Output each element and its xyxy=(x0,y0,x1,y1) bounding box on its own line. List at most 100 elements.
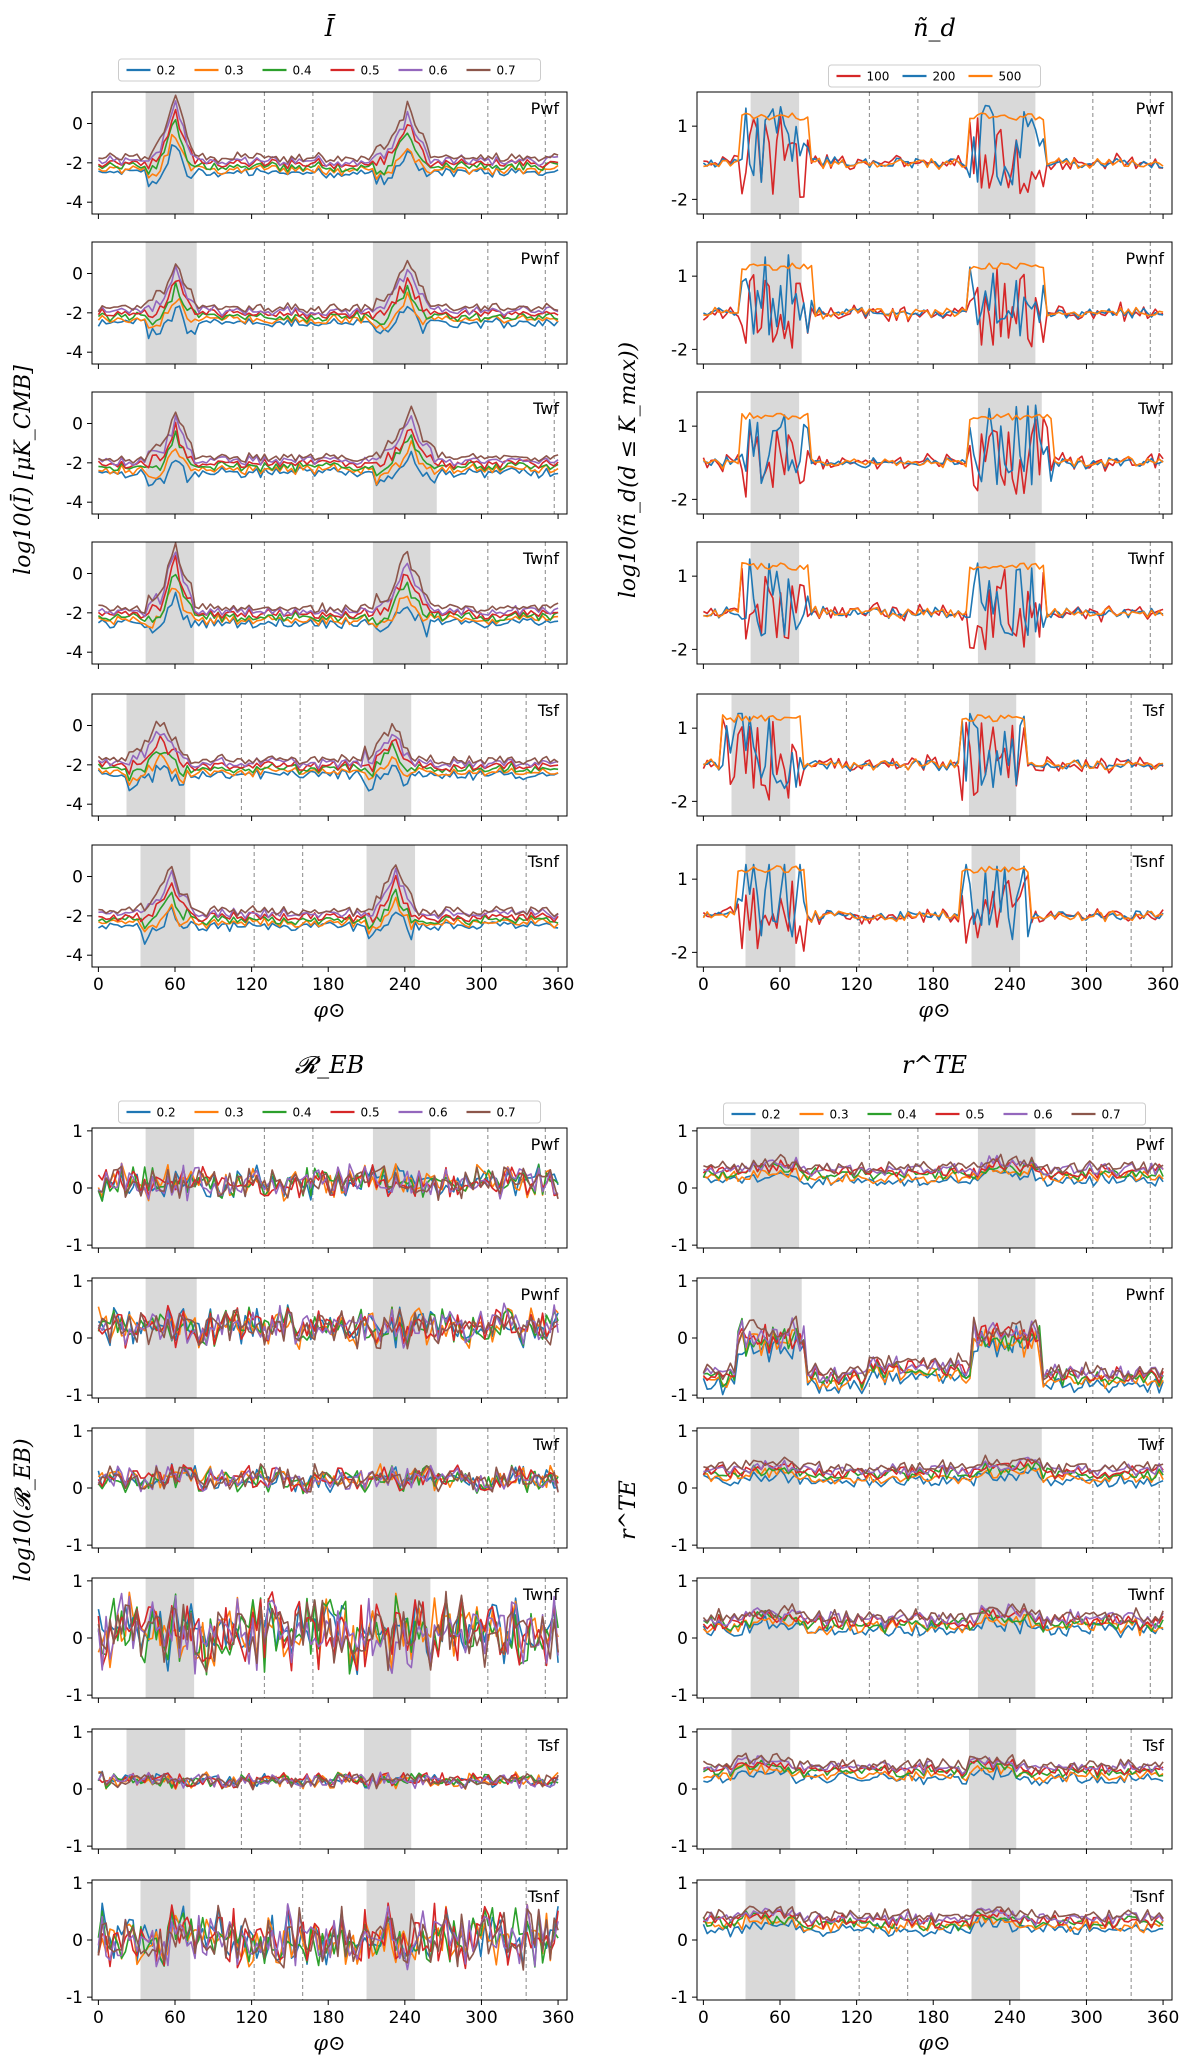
series-line xyxy=(97,265,559,317)
legend-label: 0.6 xyxy=(1034,1108,1053,1122)
panel-name: Pwf xyxy=(1136,1135,1165,1154)
legend-label: 200 xyxy=(933,70,956,84)
legend-label: 0.5 xyxy=(966,1108,985,1122)
y-tick-label: 1 xyxy=(677,719,688,739)
y-tick-label: 1 xyxy=(72,1874,83,1894)
panel-tsnf: -2 1 0 60 120 180 240 300 360 Tsnf φ⊙ xyxy=(671,844,1179,1022)
y-tick-label: -4 xyxy=(66,946,83,966)
series-line xyxy=(702,1752,1164,1773)
panel-name: Pwf xyxy=(531,1135,560,1154)
series-line xyxy=(98,144,559,188)
series-line xyxy=(97,421,559,470)
y-tick-label: 0 xyxy=(72,1931,83,1951)
x-tick-label: 60 xyxy=(164,2008,186,2028)
panel-frame xyxy=(696,693,1173,817)
y-tick-label: -2 xyxy=(66,454,83,474)
y-tick-label: -2 xyxy=(66,756,83,776)
panel-frame xyxy=(91,391,568,515)
panel-pwnf: -2 1 Pwnf xyxy=(671,241,1173,369)
panel-pwnf: -1 0 1 Pwnf xyxy=(66,1272,568,1406)
y-tick-label: 0 xyxy=(677,1179,688,1199)
legend-label: 0.2 xyxy=(157,64,176,78)
panel-twf: -1 0 1 Twf xyxy=(671,1422,1173,1556)
series-line xyxy=(702,717,1164,802)
series-line xyxy=(703,1467,1164,1489)
y-tick-label: 0 xyxy=(72,716,83,736)
x-tick-label: 180 xyxy=(312,975,344,995)
y-tick-label: -1 xyxy=(66,1536,83,1556)
shaded-region xyxy=(977,1128,1036,1248)
x-tick-label: 60 xyxy=(769,2008,791,2028)
x-tick-label: 180 xyxy=(312,2008,344,2028)
series-line xyxy=(98,94,559,164)
panel-twnf: -4 -2 0 Twnf xyxy=(66,541,568,669)
panel-frame xyxy=(696,391,1173,515)
panel-name: Twf xyxy=(532,399,559,418)
series-line xyxy=(97,1163,559,1202)
panel-pwf: -2 1 Pwf xyxy=(671,91,1173,219)
x-tick-label: 360 xyxy=(542,2008,574,2028)
series-line xyxy=(703,262,1164,320)
series-line xyxy=(702,865,1164,923)
panel-frame xyxy=(696,241,1173,365)
y-tick-label: -4 xyxy=(66,343,83,363)
y-tick-label: 1 xyxy=(677,267,688,287)
y-tick-label: -1 xyxy=(66,1386,83,1406)
y-tick-label: 0 xyxy=(72,1329,83,1349)
y-tick-label: -1 xyxy=(66,1988,83,2008)
y-tick-label: -1 xyxy=(671,1236,688,1256)
series-line xyxy=(98,450,559,487)
chart-title: ñ_d xyxy=(913,14,956,42)
series-line xyxy=(97,720,559,765)
panel-name: Tsf xyxy=(537,701,559,720)
series-line xyxy=(98,542,559,615)
y-tick-label: 1 xyxy=(72,1122,83,1142)
y-tick-label: -1 xyxy=(66,1686,83,1706)
y-tick-label: 0 xyxy=(72,1479,83,1499)
y-tick-label: 0 xyxy=(677,1931,688,1951)
y-tick-label: 0 xyxy=(72,867,83,887)
x-axis-label: φ⊙ xyxy=(313,2031,345,2055)
series-line xyxy=(702,1458,1164,1480)
y-axis-label: log10(𝓡_EB) xyxy=(11,1438,36,1581)
series-line xyxy=(703,112,1164,170)
panel-twnf: -1 0 1 Twnf xyxy=(671,1572,1173,1706)
panel-name: Twf xyxy=(532,1435,559,1454)
x-tick-label: 180 xyxy=(917,975,949,995)
panel-frame xyxy=(91,241,568,365)
y-tick-label: 1 xyxy=(72,1272,83,1292)
y-tick-label: 1 xyxy=(677,1572,688,1592)
chart-group-2: 𝓡_EB 0.2 0.3 0.4 0.5 0.6 0.7 log10(𝓡_EB) -1 0 1 Pwf… xyxy=(11,1051,574,2055)
legend-label: 0.3 xyxy=(225,64,244,78)
x-tick-label: 300 xyxy=(1070,975,1102,995)
panel-pwf: -1 0 1 Pwf xyxy=(66,1122,568,1256)
panel-name: Twnf xyxy=(1127,549,1164,568)
y-tick-label: 0 xyxy=(72,564,83,584)
series-line xyxy=(98,1771,559,1791)
shaded-region xyxy=(145,1428,195,1548)
y-tick-label: -2 xyxy=(66,604,83,624)
x-tick-label: 360 xyxy=(542,975,574,995)
series-line xyxy=(98,430,559,477)
shaded-region xyxy=(372,242,431,364)
legend-label: 0.3 xyxy=(225,1106,244,1120)
series-line xyxy=(702,1603,1164,1627)
x-tick-label: 240 xyxy=(389,2008,421,2028)
y-tick-label: -2 xyxy=(671,792,688,812)
series-line xyxy=(97,1308,559,1350)
legend-label: 0.2 xyxy=(157,1106,176,1120)
panel-tsf: -4 -2 0 Tsf xyxy=(66,693,568,821)
shaded-region xyxy=(968,694,1017,816)
legend-label: 0.4 xyxy=(293,64,312,78)
shaded-region xyxy=(750,1428,800,1548)
legend-label: 0.7 xyxy=(497,1106,516,1120)
series-line xyxy=(703,1765,1164,1787)
series-line xyxy=(702,1461,1164,1482)
chart-title: Ī xyxy=(324,14,336,42)
series-line xyxy=(703,1762,1164,1783)
x-tick-label: 360 xyxy=(1147,2008,1179,2028)
series-line xyxy=(703,1462,1164,1485)
x-tick-label: 120 xyxy=(235,975,267,995)
legend-label: 500 xyxy=(999,70,1022,84)
